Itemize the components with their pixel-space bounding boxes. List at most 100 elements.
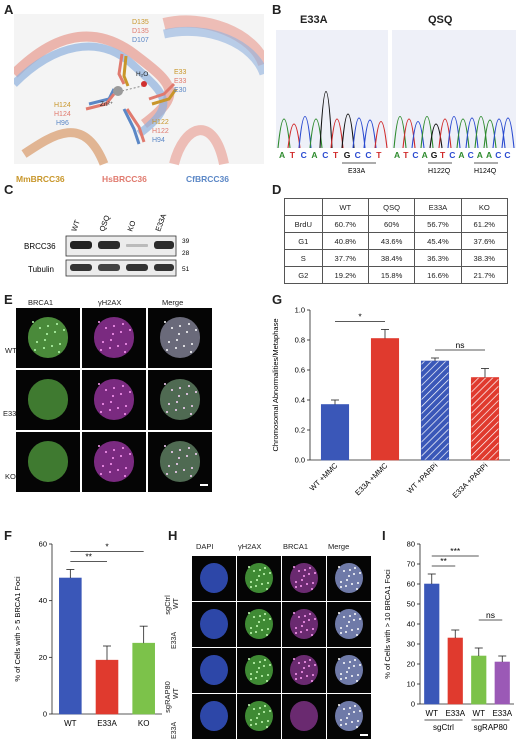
structure-image: Zn²⁺ H₂O D135 D135 D107 E33 E33 E30 H124… <box>14 14 264 184</box>
base-letter: C <box>495 150 501 160</box>
category-label: WT +PARPi <box>405 461 440 496</box>
base-letter: T <box>440 150 446 160</box>
base-letter: T <box>403 150 409 160</box>
micrograph-tile <box>192 648 236 693</box>
table-header-cell: WT <box>321 198 369 216</box>
h124-hs-label: H124 <box>54 111 71 118</box>
base-letter: A <box>394 150 400 160</box>
micrograph-tile <box>282 648 326 693</box>
lane-ko-label: KO <box>125 219 137 232</box>
y-tick-label: 1.0 <box>295 306 305 315</box>
h-col-merge: Merge <box>328 542 350 551</box>
base-letter: C <box>468 150 474 160</box>
micrograph-tile <box>327 602 371 647</box>
table-cell: 60% <box>367 215 416 233</box>
micrograph-tile <box>16 308 80 368</box>
e33-mm-label: E33 <box>174 69 187 76</box>
tubulin-row-label: Tubulin <box>28 265 54 274</box>
table-cell: 45.4% <box>414 232 462 250</box>
chromatogram-left-title: E33A <box>300 14 328 26</box>
micrograph-tile <box>192 556 236 601</box>
panel-label-g: G <box>272 292 283 307</box>
micrograph-tile <box>148 370 212 430</box>
y-axis-label: % of Cells with > 10 BRCA1 Foci <box>383 569 392 679</box>
y-tick-label: 60 <box>39 540 47 549</box>
table-row: BrdU 60.7% 60% 56.7% 61.2% <box>284 215 509 233</box>
y-tick-label: 20 <box>39 653 47 662</box>
table-header-cell: QSQ <box>367 198 416 216</box>
panel-label-i: I <box>382 528 386 543</box>
chromatogram-right-title: QSQ <box>428 14 453 26</box>
e30-cf-label: E30 <box>174 87 187 94</box>
category-label: KO <box>138 719 150 728</box>
table-cell: 43.6% <box>367 232 416 250</box>
table-row: G1 40.8% 43.6% 45.4% 37.6% <box>284 232 509 250</box>
cell-cycle-table: WT QSQ E33A KO BrdU 60.7% 60% 56.7% 61.2% G1 40.8%… <box>284 198 509 284</box>
category-label: E33A <box>97 719 117 728</box>
brcc36-row-label: BRCC36 <box>24 242 56 251</box>
base-letter: A <box>422 150 428 160</box>
mw-51-label: 51 <box>182 266 190 273</box>
lane-qsq-label: QSQ <box>97 214 111 233</box>
table-cell: 21.7% <box>460 266 509 284</box>
table-cell: G2 <box>284 266 323 284</box>
table-cell: G1 <box>284 232 323 250</box>
category-label: WT <box>426 709 439 718</box>
category-label: E33A +MMC <box>353 461 390 498</box>
mutation-e33a-label: E33A <box>348 168 365 175</box>
micrograph-tile <box>327 648 371 693</box>
base-letter: A <box>477 150 483 160</box>
chart-g: 0.0 0.2 0.4 0.6 0.8 1.0 Chromosomal Abnormalit… <box>271 306 510 500</box>
bar <box>420 360 450 461</box>
e-col-gh2ax: γH2AX <box>98 298 122 307</box>
h122-hs-label: H122 <box>152 128 169 135</box>
base-letter: T <box>290 150 296 160</box>
micrograph-tile <box>237 556 281 601</box>
d135-hs-label: D135 <box>132 28 149 35</box>
lane-wt-label: WT <box>69 218 82 232</box>
bar <box>470 377 500 461</box>
micrograph-tile <box>148 308 212 368</box>
significance-label: * <box>358 312 362 322</box>
y-tick-label: 10 <box>407 680 415 689</box>
table-cell: 15.8% <box>367 266 416 284</box>
e33-hs-label: E33 <box>174 78 187 85</box>
bar <box>132 642 155 715</box>
micrograph-tile <box>237 602 281 647</box>
micrograph-tile <box>16 370 80 430</box>
panel-label-b: B <box>272 2 282 17</box>
micrograph-tile <box>237 648 281 693</box>
y-tick-label: 0.4 <box>295 396 305 405</box>
category-label: WT <box>64 719 77 728</box>
e-row-ko: KO <box>5 472 16 481</box>
base-letter: A <box>458 150 464 160</box>
table-row: G2 19.2% 15.8% 16.6% 21.7% <box>284 266 509 284</box>
significance-label: ** <box>85 552 92 562</box>
table-cell: 37.6% <box>460 232 509 250</box>
panel-label-h: H <box>168 528 178 543</box>
table-cell: 38.3% <box>460 249 509 267</box>
significance-label: ns <box>486 610 495 620</box>
h122-mm-label: H122 <box>152 119 169 126</box>
western-blot: WT QSQ KO E33A BRCC36 Tubulin 39 28 51 <box>24 212 190 277</box>
micrograph-tile <box>282 694 326 739</box>
y-tick-label: 0.0 <box>295 456 305 465</box>
base-letter: A <box>486 150 492 160</box>
base-letter: C <box>449 150 455 160</box>
significance-label: ns <box>456 340 465 350</box>
panel-label-f: F <box>4 528 12 543</box>
chart-i: 0 10 20 30 40 50 60 70 80 % of Cells with > 10 BR… <box>383 540 514 732</box>
base-letter: C <box>301 150 307 160</box>
table-cell: 19.2% <box>321 266 369 284</box>
h-group-sgctrl: sgCtrl <box>163 595 172 615</box>
scale-bar <box>200 484 208 486</box>
table-cell: 37.7% <box>321 249 369 267</box>
category-label: E33A +PARPi <box>451 461 490 500</box>
mutation-h124q-label: H124Q <box>474 168 497 175</box>
bar <box>424 583 440 705</box>
y-tick-label: 0 <box>43 710 47 719</box>
table-cell: BrdU <box>284 215 323 233</box>
